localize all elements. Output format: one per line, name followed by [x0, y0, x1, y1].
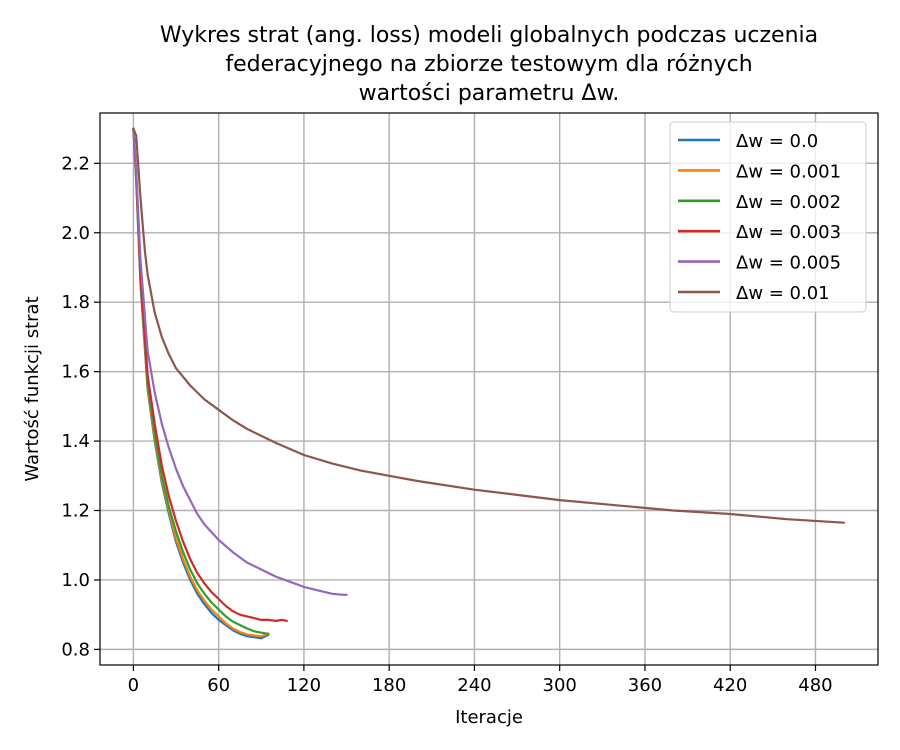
y-tick-label: 2.2 [61, 153, 90, 174]
y-tick-label: 0.8 [61, 639, 90, 660]
y-tick-label: 1.2 [61, 501, 90, 522]
y-tick-label: 2.0 [61, 223, 90, 244]
legend-label-5: Δw = 0.01 [736, 283, 830, 304]
y-axis-label: Wartość funkcji strat [22, 296, 43, 481]
legend-label-3: Δw = 0.003 [736, 222, 841, 243]
series-line-2 [132, 127, 270, 635]
x-tick-label: 0 [128, 675, 139, 696]
x-axis-label: Iteracje [455, 707, 523, 728]
series-line-4 [132, 127, 348, 597]
x-axis-ticks: 0 60 120 180 240 300 360 420 480 [128, 665, 833, 696]
y-tick-label: 1.6 [61, 362, 90, 383]
title-line-1: Wykres strat (ang. loss) modeli globalny… [160, 23, 818, 48]
x-tick-label: 240 [457, 675, 491, 696]
x-tick-label: 300 [543, 675, 577, 696]
legend-label-4: Δw = 0.005 [736, 253, 841, 274]
x-tick-label: 360 [628, 675, 662, 696]
legend-label-1: Δw = 0.001 [736, 161, 841, 182]
x-tick-label: 120 [287, 675, 321, 696]
y-tick-label: 1.4 [61, 431, 90, 452]
title-line-3: wartości parametru Δw. [359, 81, 620, 106]
legend-label-2: Δw = 0.002 [736, 192, 841, 213]
title-line-2: federacyjnego na zbiorze testowym dla ró… [225, 52, 752, 77]
series-line-5 [132, 127, 846, 524]
x-tick-label: 420 [713, 675, 747, 696]
legend-label-0: Δw = 0.0 [736, 131, 818, 152]
x-tick-label: 180 [372, 675, 406, 696]
y-tick-label: 1.0 [61, 570, 90, 591]
x-tick-label: 480 [798, 675, 832, 696]
x-tick-label: 60 [207, 675, 230, 696]
chart-title: Wykres strat (ang. loss) modeli globalny… [160, 23, 818, 106]
series-lines [132, 127, 846, 640]
y-tick-label: 1.8 [61, 292, 90, 313]
y-axis-ticks: 0.8 1.0 1.2 1.4 1.6 1.8 2.0 2.2 [61, 153, 100, 660]
series-line-3 [132, 127, 288, 623]
legend: Δw = 0.0 Δw = 0.001 Δw = 0.002 Δw = 0.003 Δw… [669, 121, 867, 313]
plot-frame [99, 112, 879, 666]
